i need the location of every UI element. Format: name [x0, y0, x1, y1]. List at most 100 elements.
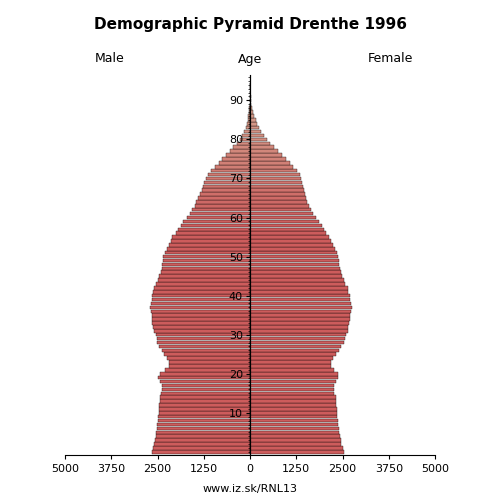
Bar	[250, 411, 337, 414]
Bar	[250, 333, 346, 336]
Bar	[250, 255, 338, 258]
Bar	[156, 282, 250, 286]
Bar	[196, 200, 250, 203]
Bar	[250, 122, 257, 126]
Bar	[169, 364, 250, 368]
Text: Female: Female	[368, 52, 412, 66]
Bar	[151, 310, 250, 313]
Bar	[250, 430, 339, 434]
Bar	[230, 150, 250, 153]
Bar	[250, 146, 274, 149]
Bar	[184, 220, 250, 223]
Bar	[250, 419, 338, 422]
Bar	[250, 360, 332, 364]
Bar	[250, 404, 336, 407]
Bar	[226, 154, 250, 157]
Bar	[250, 415, 338, 418]
Bar	[250, 344, 342, 348]
Bar	[163, 255, 250, 258]
Bar	[211, 169, 250, 172]
Bar	[250, 266, 340, 270]
Bar	[158, 411, 250, 414]
Bar	[250, 110, 253, 114]
Bar	[158, 278, 250, 282]
Bar	[250, 372, 338, 376]
Bar	[250, 278, 344, 282]
Bar	[154, 329, 250, 332]
Bar	[158, 341, 250, 344]
Bar	[160, 372, 250, 376]
Bar	[176, 232, 250, 235]
Bar	[204, 180, 250, 184]
Bar	[151, 302, 250, 305]
Bar	[250, 236, 330, 239]
Bar	[237, 142, 250, 145]
Bar	[152, 446, 250, 450]
Bar	[160, 380, 250, 384]
Bar	[156, 337, 250, 340]
Bar	[154, 442, 250, 446]
Text: Age: Age	[238, 52, 262, 66]
Bar	[202, 188, 250, 192]
Bar	[250, 341, 344, 344]
Bar	[198, 196, 250, 200]
Bar	[250, 329, 348, 332]
Bar	[250, 314, 350, 317]
Bar	[162, 348, 250, 352]
Bar	[250, 251, 336, 254]
Bar	[154, 286, 250, 290]
Bar	[250, 188, 304, 192]
Bar	[250, 247, 335, 250]
Bar	[250, 114, 254, 118]
Bar	[150, 306, 250, 309]
Bar	[250, 294, 350, 298]
Bar	[250, 165, 294, 168]
Bar	[250, 434, 340, 438]
Bar	[160, 396, 250, 399]
Bar	[250, 98, 251, 102]
Bar	[172, 236, 250, 239]
Bar	[250, 446, 342, 450]
Bar	[215, 165, 250, 168]
Bar	[250, 290, 348, 294]
Bar	[250, 106, 252, 110]
Bar	[250, 318, 350, 321]
Bar	[165, 368, 250, 372]
Bar	[160, 400, 250, 403]
Bar	[168, 360, 250, 364]
Bar	[194, 204, 250, 208]
Bar	[250, 126, 259, 130]
Bar	[250, 337, 345, 340]
Bar	[192, 208, 250, 212]
Bar	[250, 380, 336, 384]
Bar	[250, 259, 338, 262]
Bar	[250, 384, 334, 387]
Bar	[250, 423, 338, 426]
Bar	[152, 314, 250, 317]
Bar	[218, 161, 250, 164]
Bar	[250, 118, 256, 122]
Bar	[160, 404, 250, 407]
Bar	[250, 310, 351, 313]
Bar	[242, 134, 250, 138]
Bar	[250, 224, 322, 227]
Bar	[152, 294, 250, 298]
Bar	[250, 196, 306, 200]
Bar	[250, 173, 300, 176]
Bar	[250, 302, 351, 305]
Bar	[250, 364, 330, 368]
Bar	[152, 298, 250, 302]
Bar	[250, 161, 290, 164]
Bar	[250, 388, 334, 391]
Bar	[160, 270, 250, 274]
Bar	[158, 415, 250, 418]
Bar	[187, 216, 250, 220]
Bar	[234, 146, 250, 149]
Bar	[162, 388, 250, 391]
Bar	[248, 118, 250, 122]
Bar	[250, 392, 334, 395]
Bar	[240, 138, 250, 141]
Bar	[250, 204, 309, 208]
Bar	[248, 114, 250, 118]
Bar	[250, 154, 282, 157]
